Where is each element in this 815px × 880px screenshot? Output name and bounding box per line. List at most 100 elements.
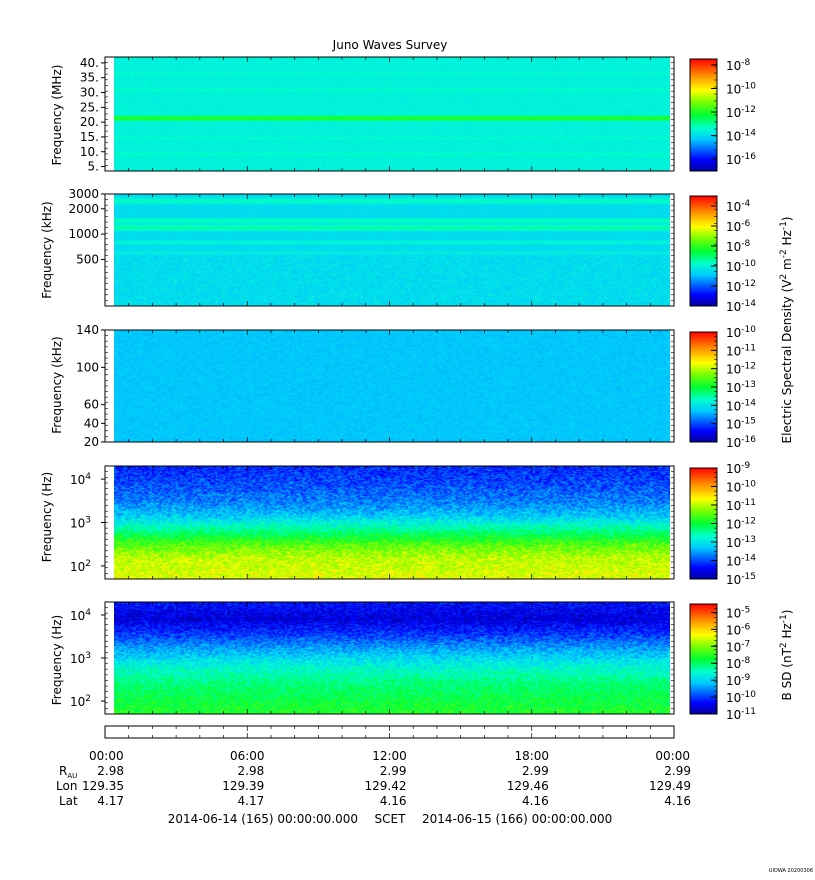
colorbar-tick-label-3-6: 10-16 xyxy=(726,435,756,450)
spectrogram-5 xyxy=(114,602,670,714)
row-value-2-3: 4.16 xyxy=(522,794,549,808)
colorbar-tick-label-2-5: 10-14 xyxy=(726,299,756,314)
row-label-r: RAU xyxy=(59,764,77,780)
y-tick-label-1-1: 35. xyxy=(80,71,99,85)
y-tick-label-2-0: 3000 xyxy=(68,187,99,201)
colorbar-tick-label-5-0: 10-5 xyxy=(726,605,750,620)
y-tick-label-2-3: 500 xyxy=(76,252,99,266)
colorbar-tick-label-3-2: 10-12 xyxy=(726,362,756,377)
y-tick-label-3-1: 100 xyxy=(76,360,99,374)
row-value-2-1: 4.17 xyxy=(238,794,265,808)
colorbar-tick-label-1-2: 10-12 xyxy=(726,105,756,120)
y-tick-label-1-5: 15. xyxy=(80,130,99,144)
spectrogram-3 xyxy=(114,330,670,442)
y-tick-label-1-6: 10. xyxy=(80,145,99,159)
colorbar-tick-label-3-5: 10-15 xyxy=(726,417,756,432)
time-label-2: 12:00 xyxy=(372,749,407,763)
colorbar-tick-label-5-2: 10-7 xyxy=(726,639,750,654)
y-tick-label-1-2: 30. xyxy=(80,86,99,100)
row-value-2-2: 4.16 xyxy=(380,794,407,808)
colorbar-5 xyxy=(689,603,718,715)
colorbar-tick-label-2-3: 10-10 xyxy=(726,259,756,274)
row-value-1-2: 129.42 xyxy=(365,779,407,793)
colorbar-label-magnetic: B SD (nT2 Hz-1) xyxy=(779,610,794,701)
y-tick-label-5-2: 102 xyxy=(70,694,91,709)
colorbar-tick-label-4-4: 10-13 xyxy=(726,535,756,550)
y-tick-label-5-1: 103 xyxy=(70,651,91,666)
y-tick-label-3-0: 140 xyxy=(76,323,99,337)
y-tick-label-2-2: 1000 xyxy=(68,227,99,241)
colorbar-tick-label-4-6: 10-15 xyxy=(726,572,756,587)
colorbar-tick-label-4-0: 10-9 xyxy=(726,461,751,476)
colorbar-tick-label-3-1: 10-11 xyxy=(726,343,756,358)
y-tick-label-5-0: 104 xyxy=(70,608,91,623)
y-axis-label-1: Frequency (MHz) xyxy=(50,65,64,166)
y-tick-label-3-3: 40 xyxy=(84,416,99,430)
row-value-2-0: 4.17 xyxy=(97,794,124,808)
colorbar-1 xyxy=(689,58,718,172)
colorbar-tick-label-4-1: 10-10 xyxy=(726,480,756,495)
colorbar-tick-label-5-6: 10-11 xyxy=(726,707,756,722)
colorbar-tick-label-3-4: 10-14 xyxy=(726,398,756,413)
y-axis-label-2: Frequency (kHz) xyxy=(40,201,54,298)
row-value-0-1: 2.98 xyxy=(238,764,265,778)
y-tick-label-4-1: 103 xyxy=(70,516,91,531)
time-range-footer: 2014-06-14 (165) 00:00:00.000 SCET 2014-… xyxy=(168,812,613,826)
row-value-0-2: 2.99 xyxy=(380,764,407,778)
row-label-lon: Lon xyxy=(56,779,77,793)
time-frame: SCET xyxy=(375,812,407,826)
colorbar-2 xyxy=(689,195,718,307)
time-label-4: 00:00 xyxy=(655,749,690,763)
end-time: 2014-06-15 (166) 00:00:00.000 xyxy=(422,812,612,826)
panel-3: 140 100 60 40 20 Frequency (kHz) 10-10 10-11 10-… xyxy=(50,323,756,450)
time-label-1: 06:00 xyxy=(230,749,265,763)
y-axis-label-3: Frequency (kHz) xyxy=(50,336,64,433)
colorbar-tick-label-5-3: 10-8 xyxy=(726,656,751,671)
y-tick-label-1-4: 20. xyxy=(80,115,99,129)
row-value-1-1: 129.39 xyxy=(222,779,264,793)
start-time: 2014-06-14 (165) 00:00:00.000 xyxy=(168,812,358,826)
panel-5: 104 103 102 Frequency (Hz) 10-5 10-6 10-7 10-8 1… xyxy=(50,601,756,722)
y-tick-label-3-4: 20 xyxy=(84,435,99,449)
colorbar-tick-label-2-4: 10-12 xyxy=(726,279,756,294)
colorbar-tick-label-3-0: 10-10 xyxy=(726,325,756,340)
colorbar-tick-label-1-3: 10-14 xyxy=(726,129,756,144)
time-axis-ticks xyxy=(104,726,675,738)
y-tick-label-1-0: 40. xyxy=(80,56,99,70)
colorbar-tick-label-1-1: 10-10 xyxy=(726,81,756,96)
colorbar-tick-label-4-3: 10-12 xyxy=(726,517,756,532)
spectrogram-2 xyxy=(114,194,670,306)
spectrogram-panels: 40.35.30.25.20.15.10.5. Frequency (MHz) 10… xyxy=(40,56,794,722)
y-axis-label-5: Frequency (Hz) xyxy=(50,615,64,706)
row-value-1-4: 129.49 xyxy=(649,779,691,793)
y-tick-label-3-2: 60 xyxy=(84,398,99,412)
y-tick-label-1-7: 5. xyxy=(88,160,99,174)
colorbar-tick-label-1-4: 10-16 xyxy=(726,152,756,167)
y-tick-label-4-0: 104 xyxy=(70,472,91,487)
colorbar-tick-label-4-2: 10-11 xyxy=(726,498,756,513)
figure-title: Juno Waves Survey xyxy=(332,38,448,52)
time-axis-labels: 00:002.98129.354.1706:002.98129.394.1712… xyxy=(82,749,691,808)
y-tick-label-4-2: 102 xyxy=(70,559,91,574)
colorbar-tick-label-4-5: 10-14 xyxy=(726,554,756,569)
row-value-0-4: 2.99 xyxy=(664,764,691,778)
y-tick-label-1-3: 25. xyxy=(80,100,99,114)
spectrogram-1 xyxy=(114,57,670,171)
colorbar-tick-label-5-5: 10-10 xyxy=(726,690,756,705)
colorbar-tick-label-5-4: 10-9 xyxy=(726,673,751,688)
row-value-2-4: 4.16 xyxy=(664,794,691,808)
colorbar-tick-label-2-1: 10-6 xyxy=(726,219,751,234)
colorbar-tick-label-3-3: 10-13 xyxy=(726,380,756,395)
y-tick-label-2-1: 2000 xyxy=(68,202,99,216)
time-label-0: 00:00 xyxy=(89,749,124,763)
panel-1: 40.35.30.25.20.15.10.5. Frequency (MHz) 10… xyxy=(50,56,756,174)
ephemeris-row-labels: RAU Lon Lat xyxy=(56,764,78,808)
row-value-0-3: 2.99 xyxy=(522,764,549,778)
spectrogram-4 xyxy=(114,466,670,579)
row-label-lat: Lat xyxy=(59,794,78,808)
watermark: UIOWA 20200306 xyxy=(769,868,813,874)
time-axis-strip xyxy=(104,725,675,739)
row-value-1-0: 129.35 xyxy=(82,779,124,793)
